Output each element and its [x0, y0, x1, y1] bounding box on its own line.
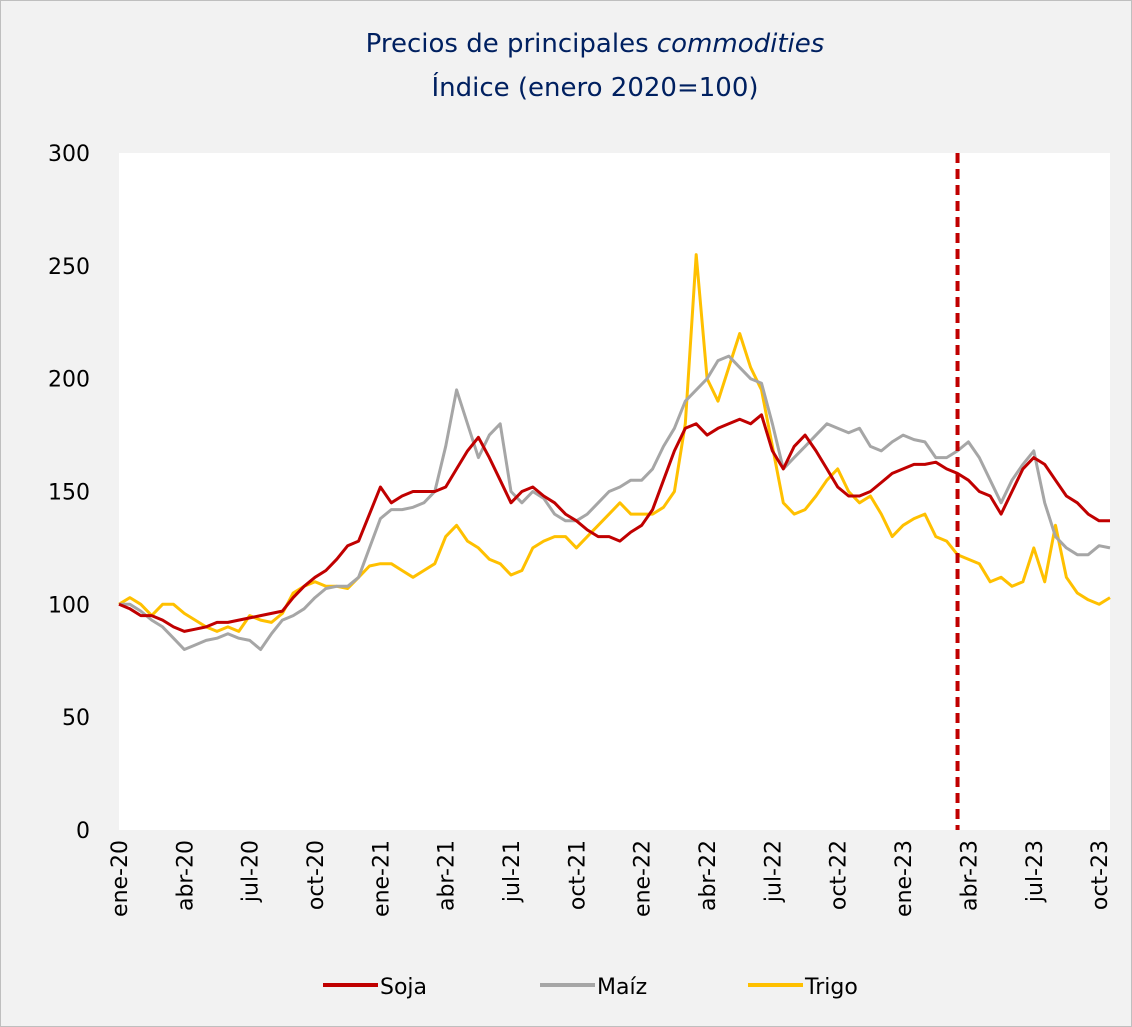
- y-tick-label: 100: [48, 593, 90, 618]
- series-line: [119, 354, 1111, 651]
- y-tick-label: 250: [48, 255, 90, 280]
- y-tick-label: 50: [62, 706, 90, 731]
- y-tick-label: 200: [48, 368, 90, 393]
- x-tick-label: jul-21: [500, 840, 525, 903]
- x-tick-label: abr-22: [696, 840, 721, 911]
- x-tick-label: oct-21: [565, 840, 590, 910]
- y-tick-label: 300: [48, 142, 90, 167]
- series-line: [118, 413, 1110, 633]
- x-tick-label: abr-20: [173, 840, 198, 911]
- title-main: Precios de principales: [366, 29, 649, 59]
- title-italic: commodities: [657, 29, 824, 59]
- legend-label: Trigo: [804, 975, 858, 1000]
- chart-title: Precios de principales commodities: [366, 29, 825, 59]
- plot-area: [119, 153, 1110, 830]
- x-tick-label: jul-23: [1023, 840, 1048, 903]
- x-tick-label: ene-20: [108, 840, 133, 917]
- x-tick-label: jul-20: [239, 840, 264, 903]
- x-tick-label: ene-23: [892, 840, 917, 917]
- chart-subtitle: Índice (enero 2020=100): [431, 71, 758, 103]
- y-tick-label: 0: [76, 819, 90, 844]
- x-tick-label: oct-22: [827, 840, 852, 910]
- x-tick-label: oct-23: [1088, 840, 1113, 910]
- x-tick-label: ene-22: [631, 840, 656, 917]
- x-tick-label: jul-22: [761, 840, 786, 903]
- x-tick-label: oct-20: [304, 840, 329, 910]
- x-tick-label: abr-21: [435, 840, 460, 911]
- legend-label: Soja: [380, 975, 427, 1000]
- x-tick-label: abr-23: [957, 840, 982, 911]
- legend-label: Maíz: [597, 975, 647, 1000]
- y-tick-label: 150: [48, 481, 90, 506]
- x-tick-label: ene-21: [369, 840, 394, 917]
